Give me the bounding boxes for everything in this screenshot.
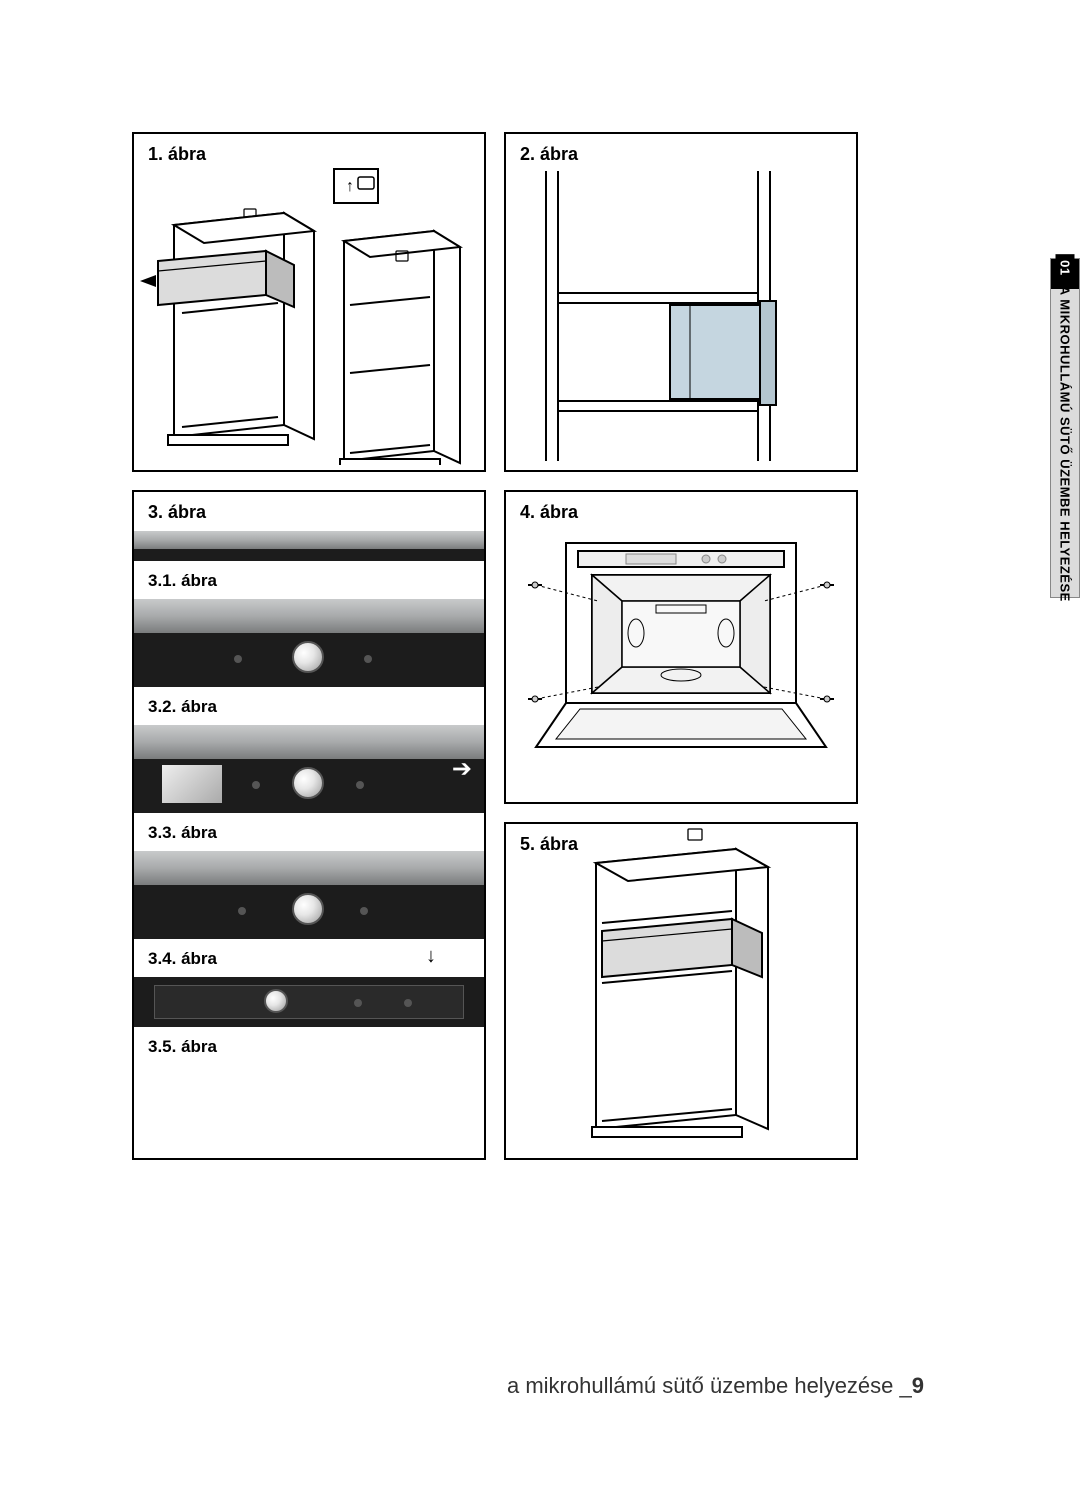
- page-footer: a mikrohullámú sütő üzembe helyezése _9: [507, 1373, 924, 1399]
- svg-text:↑: ↑: [346, 178, 354, 195]
- figure-3-4-label: 3.4. ábra: [134, 943, 231, 973]
- figure-2-panel: 2. ábra: [504, 132, 858, 472]
- side-tab-title: A MIKROHULLÁMÚ SÜTŐ ÜZEMBE HELYEZÉSE: [1058, 286, 1073, 602]
- section-side-tab: 01 A MIKROHULLÁMÚ SÜTŐ ÜZEMBE HELYEZÉSE: [1050, 258, 1080, 598]
- side-tab-number: 01: [1056, 254, 1075, 281]
- figure-3-panel: 3. ábra 3.1. ábra 3.2. ábra: [132, 490, 486, 1160]
- figure-3-4-photo: [134, 977, 484, 1027]
- figure-1-panel: 1. ábra ↑: [132, 132, 486, 472]
- figure-3-label: 3. ábra: [134, 492, 484, 523]
- footer-text: a mikrohullámú sütő üzembe helyezése _: [507, 1373, 912, 1398]
- figure-2-drawing: [506, 165, 856, 465]
- figure-3-5-label: 3.5. ábra: [134, 1031, 484, 1061]
- left-column: 1. ábra ↑: [132, 132, 486, 1160]
- page-number: 9: [912, 1373, 924, 1398]
- figure-3-2-label: 3.2. ábra: [134, 691, 484, 721]
- figure-3-3-photo: [134, 851, 484, 939]
- right-column: 2. ábra: [504, 132, 858, 1160]
- two-column-layout: 1. ábra ↑: [132, 132, 948, 1160]
- figure-2-label: 2. ábra: [506, 134, 856, 165]
- figure-3-photo-top: [134, 531, 484, 561]
- figure-3-2-photo: ➔: [134, 725, 484, 813]
- figure-5-drawing: ↑: [506, 827, 856, 1147]
- arrow-right-icon: ➔: [452, 755, 472, 784]
- figure-3-1-label: 3.1. ábra: [134, 565, 484, 595]
- figure-1-label: 1. ábra: [134, 134, 484, 165]
- page-content: 1. ábra ↑: [132, 132, 948, 1160]
- figure-4-drawing: [506, 523, 856, 797]
- arrow-down-icon: ↓: [426, 945, 436, 968]
- side-tab-text: 01 A MIKROHULLÁMÚ SÜTŐ ÜZEMBE HELYEZÉSE: [1058, 254, 1073, 602]
- figure-4-panel: 4. ábra: [504, 490, 858, 804]
- figure-5-panel: 5. ábra ↑: [504, 822, 858, 1160]
- figure-1-drawing: ↑: [134, 165, 484, 465]
- figure-4-label: 4. ábra: [506, 492, 856, 523]
- figure-3-1-photo: [134, 599, 484, 687]
- figure-3-3-label: 3.3. ábra: [134, 817, 484, 847]
